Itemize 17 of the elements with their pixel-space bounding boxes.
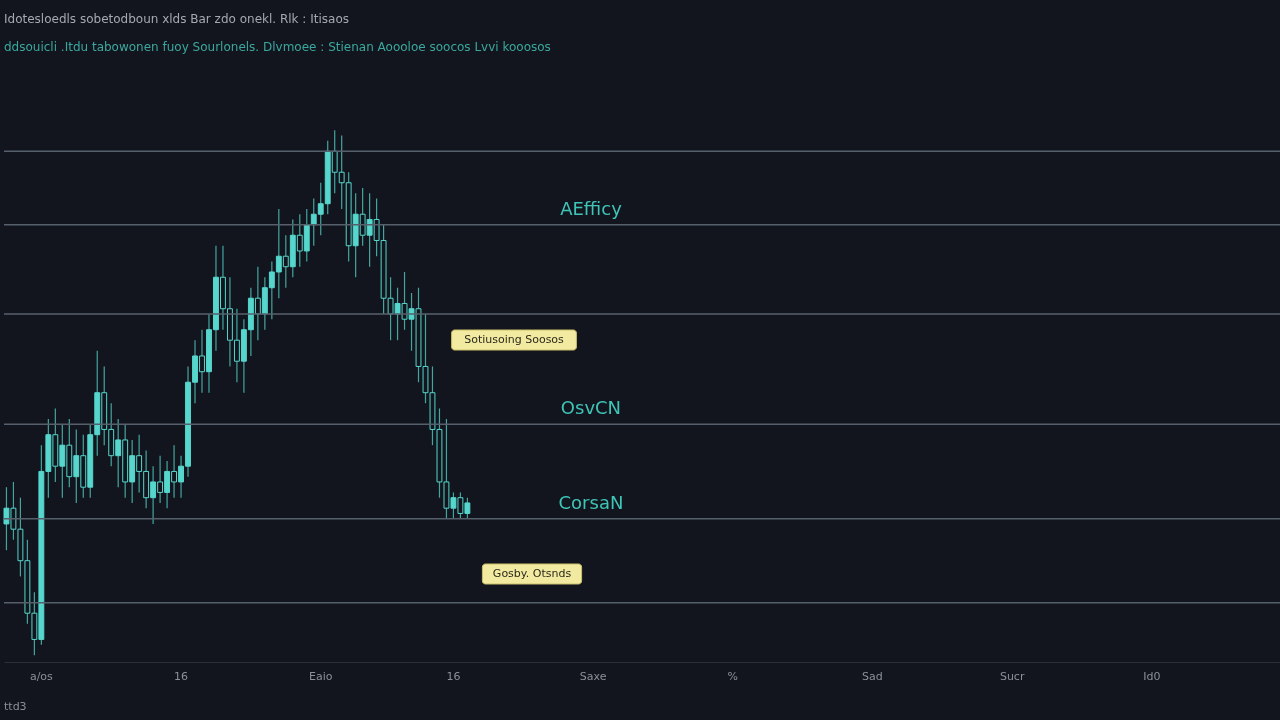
x-tick-label: Eaio: [308, 669, 333, 683]
ref-line-label: OsvCN: [560, 397, 622, 419]
x-tick-label: Sucr: [999, 669, 1025, 683]
x-tick-label: Saxe: [579, 669, 607, 683]
x-tick-label: 16: [446, 669, 461, 683]
annotation: Sotiusoing Soosos: [464, 333, 565, 346]
x-tick-label: 16: [174, 669, 189, 683]
x-tick-label: Id0: [1143, 669, 1161, 683]
ref-line-label: CorsaN: [558, 491, 624, 513]
x-tick-label: Sad: [862, 669, 883, 683]
x-tick-label: %: [727, 669, 739, 683]
chart-subtitle: ddsouicli .Itdu tabowonen fuoy Sourlonels. Dlvmoee : Stienan Aoooloe soocos Lvvi kooosos: [4, 40, 551, 54]
chart-title: Idotesloedls sobetodboun xlds Bar zdo onekl. Rlk : Itisaos: [4, 12, 349, 26]
annotation: Gosby. Otsnds: [492, 567, 572, 580]
x-tick-label: a/os: [29, 669, 54, 683]
text: ttd3: [4, 700, 27, 713]
ref-line-label: AEfficy: [560, 197, 623, 219]
